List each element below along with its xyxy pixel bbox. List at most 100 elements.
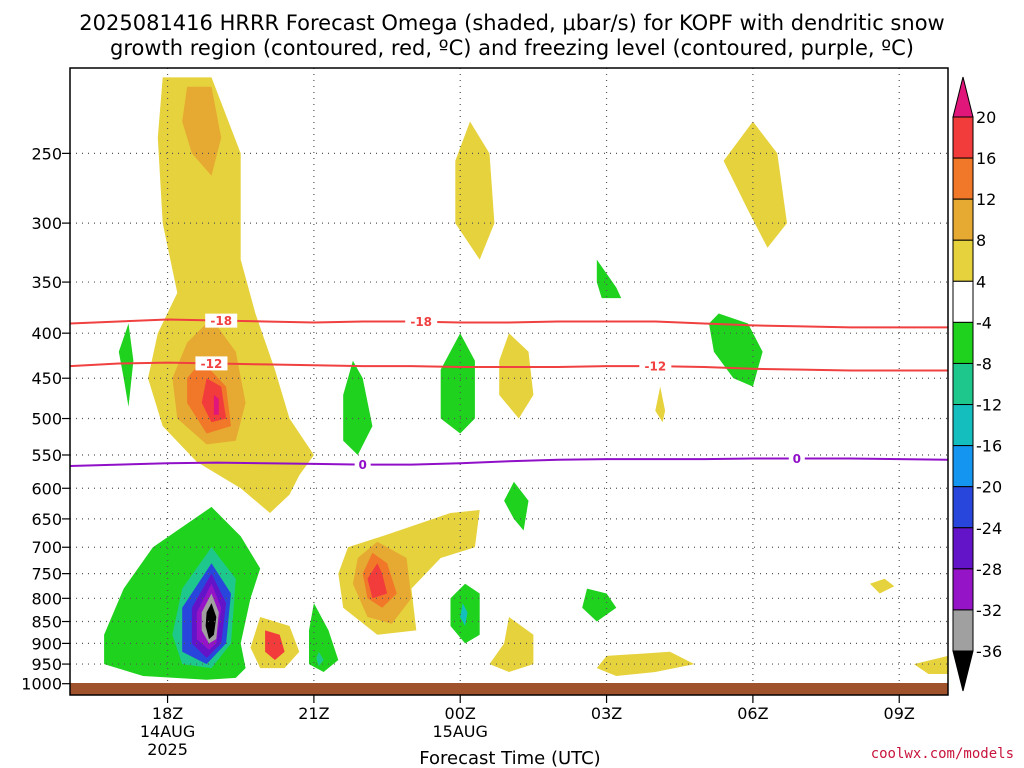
omega-region-10: [455, 121, 495, 260]
colorbar-bottom-arrow: [952, 650, 974, 692]
dendritic-contour-1-label-bg-1: [639, 359, 672, 374]
omega-region-34: [316, 651, 324, 667]
plot-area: -18 -18 -12 -12 0 0: [70, 68, 948, 695]
colorbar-label-5: -4: [976, 313, 992, 332]
dendritic-contour-0-label-bg-0: [205, 313, 238, 328]
colorbar-band-1: [952, 157, 974, 200]
omega-region-5: [213, 394, 219, 415]
colorbar-label-3: 8: [976, 231, 986, 250]
omega-region-0: [148, 77, 314, 514]
colorbar-band-4: [952, 280, 974, 323]
colorbar-label-11: -28: [976, 560, 1002, 579]
colorbar-label-12: -32: [976, 601, 1002, 620]
freezing-level-contour-label-bg-1: [788, 451, 805, 466]
colorbar-band-7: [952, 404, 974, 447]
y-tick-label-400: 400: [31, 324, 62, 343]
colorbar-band-9: [952, 486, 974, 529]
dendritic-contour-0-label-1: -18: [410, 315, 432, 329]
omega-shaded-regions: [104, 77, 948, 680]
x-tick-label-06Z: 06Z: [737, 704, 768, 723]
y-tick-label-850: 850: [31, 613, 62, 632]
colorbar-band-10: [952, 527, 974, 570]
omega-region-15: [265, 630, 285, 660]
omega-region-32: [504, 481, 529, 531]
y-tick-label-750: 750: [31, 565, 62, 584]
omega-region-13: [655, 386, 666, 423]
omega-region-28: [343, 360, 373, 455]
omega-region-17: [596, 651, 695, 676]
colorbar-band-12: [952, 609, 974, 652]
omega-region-1: [182, 86, 222, 176]
x-tick-date-18Z: 14AUG: [140, 722, 195, 741]
y-tick-label-700: 700: [31, 538, 62, 557]
y-tick-label-900: 900: [31, 634, 62, 653]
y-tick-label-300: 300: [31, 214, 62, 233]
colorbar-band-2: [952, 198, 974, 241]
colorbar-label-7: -12: [976, 396, 1002, 415]
colorbar-top-arrow: [952, 76, 974, 118]
plot-frame: [69, 67, 949, 696]
chart-title-line2: growth region (contoured, red, ºC) and f…: [110, 36, 914, 60]
omega-region-11: [723, 121, 787, 248]
omega-region-19: [870, 578, 895, 594]
colorbar-label-10: -24: [976, 519, 1002, 538]
colorbar-band-3: [952, 239, 974, 282]
chart-title-line1: 2025081416 HRRR Forecast Omega (shaded, …: [79, 11, 944, 35]
colorbar-label-0: 20: [976, 108, 996, 127]
colorbar-band-5: [952, 321, 974, 364]
colorbar-label-8: -16: [976, 437, 1002, 456]
omega-region-27: [205, 603, 217, 640]
y-tick-label-950: 950: [31, 655, 62, 674]
colorbar-band-11: [952, 568, 974, 611]
omega-region-33: [309, 603, 339, 672]
dendritic-contour-0-label-bg-1: [405, 314, 438, 329]
omega-region-12: [499, 333, 534, 419]
freezing-level-contour-label-1: 0: [793, 452, 801, 466]
y-tick-label-1000: 1000: [21, 675, 62, 694]
omega-region-36: [460, 603, 468, 626]
colorbar-band-8: [952, 445, 974, 488]
dendritic-contour-1-label-1: -12: [644, 360, 666, 374]
y-tick-label-250: 250: [31, 144, 62, 163]
omega-region-30: [596, 259, 622, 299]
credit-link[interactable]: coolwx.com/models: [871, 746, 1014, 762]
x-axis-label: Forecast Time (UTC): [419, 748, 600, 768]
dendritic-contour-1-label-0: -12: [201, 357, 223, 371]
omega-region-18: [913, 655, 948, 674]
y-tick-label-350: 350: [31, 273, 62, 292]
colorbar-band-0: [952, 116, 974, 159]
x-tick-label-09Z: 09Z: [884, 704, 915, 723]
y-tick-label-650: 650: [31, 510, 62, 529]
dendritic-contour-1-label-bg-0: [195, 356, 228, 371]
colorbar-label-1: 16: [976, 149, 996, 168]
y-tick-label-550: 550: [31, 446, 62, 465]
surface-terrain: [70, 683, 948, 695]
x-tick-label-03Z: 03Z: [591, 704, 622, 723]
omega-region-9: [367, 563, 388, 599]
omega-region-20: [118, 323, 134, 407]
y-tick-label-800: 800: [31, 589, 62, 608]
x-tick-label-00Z: 00Z: [445, 704, 476, 723]
y-tick-label-500: 500: [31, 410, 62, 429]
omega-region-37: [582, 588, 617, 622]
contour-lines: -18 -18 -12 -12 0 0: [70, 313, 948, 472]
y-tick-label-450: 450: [31, 369, 62, 388]
colorbar-label-13: -36: [976, 642, 1002, 661]
x-tick-year-18Z: 2025: [147, 740, 188, 759]
colorbar: 20 16 12 8 4 -4 -8 -12 -16 -20 -24 -28 -32 -36: [952, 76, 1002, 692]
colorbar-label-9: -20: [976, 478, 1002, 497]
freezing-level-contour-label-bg-0: [354, 457, 371, 472]
colorbar-band-6: [952, 362, 974, 406]
colorbar-label-2: 12: [976, 190, 996, 209]
dendritic-contour-0-label-0: -18: [210, 314, 232, 328]
x-tick-label-21Z: 21Z: [298, 704, 329, 723]
x-tick-date-00Z: 15AUG: [433, 722, 488, 741]
x-tick-label-18Z: 18Z: [152, 704, 183, 723]
y-tick-label-600: 600: [31, 479, 62, 498]
colorbar-label-4: 4: [976, 272, 986, 291]
y-axis-ticks: 250 300 350 400 450 500 550 600 650 700 750 800 850 9…: [21, 144, 70, 694]
colorbar-label-6: -8: [976, 354, 992, 373]
freezing-level-contour-label-0: 0: [358, 458, 366, 472]
